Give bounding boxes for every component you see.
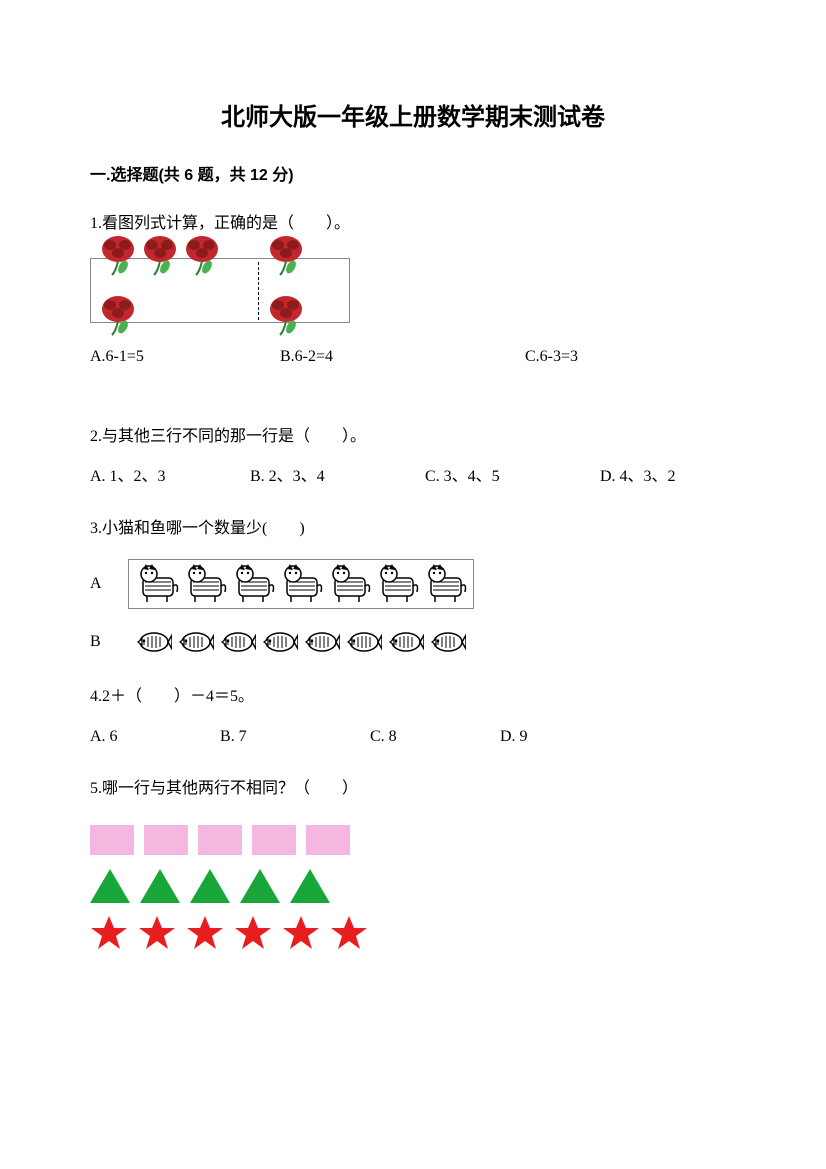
fish-icon — [134, 627, 172, 657]
q4-opt-a: A. 6 — [90, 721, 220, 753]
q2-opt-d: D. 4、3、2 — [600, 461, 676, 493]
fish-icon — [344, 627, 382, 657]
rect-icon — [306, 825, 350, 855]
triangle-icon — [90, 869, 130, 903]
fish-icon — [218, 627, 256, 657]
rect-icon — [198, 825, 242, 855]
question-3: 3.小猫和鱼哪一个数量少( ) A B — [90, 513, 736, 661]
q4-opt-b: B. 7 — [220, 721, 370, 753]
cat-icon — [183, 564, 227, 604]
q3-row-a: A — [90, 559, 736, 609]
rect-icon — [90, 825, 134, 855]
page-title: 北师大版一年级上册数学期末测试卷 — [90, 100, 736, 136]
q2-opt-a: A. 1、2、3 — [90, 461, 250, 493]
triangle-icon — [240, 869, 280, 903]
question-2: 2.与其他三行不同的那一行是（ ）。 A. 1、2、3 B. 2、3、4 C. … — [90, 421, 736, 493]
question-5: 5.哪一行与其他两行不相同？（ ） — [90, 773, 736, 951]
star-icon — [282, 914, 320, 950]
flower-icon — [97, 231, 139, 279]
rect-icon — [252, 825, 296, 855]
q4-text: 4.2＋（ ）－4＝5。 — [90, 681, 736, 713]
q2-opt-c: C. 3、4、5 — [425, 461, 600, 493]
shape-row-triangles — [90, 867, 370, 905]
rect-icon — [144, 825, 188, 855]
q4-opt-c: C. 8 — [370, 721, 500, 753]
shape-row-rects — [90, 821, 370, 859]
star-icon — [138, 914, 176, 950]
q4-options: A. 6 B. 7 C. 8 D. 9 — [90, 721, 736, 753]
q5-text: 5.哪一行与其他两行不相同？（ ） — [90, 773, 736, 805]
flower-icon — [139, 231, 181, 279]
q4-opt-d: D. 9 — [500, 721, 528, 753]
fish-icon — [386, 627, 424, 657]
star-icon — [330, 914, 368, 950]
flower-icon — [265, 291, 307, 339]
q2-opt-b: B. 2、3、4 — [250, 461, 425, 493]
fish-icon — [260, 627, 298, 657]
triangle-icon — [140, 869, 180, 903]
flower-icon — [97, 291, 139, 339]
cat-icon — [327, 564, 371, 604]
star-icon — [234, 914, 272, 950]
star-icon — [186, 914, 224, 950]
q3-text: 3.小猫和鱼哪一个数量少( ) — [90, 513, 736, 545]
cat-icon — [375, 564, 419, 604]
cat-icon — [423, 564, 467, 604]
q5-shapes-figure — [90, 821, 370, 951]
question-1: 1.看图列式计算，正确的是（ ）。 A.6-1=5 B.6-2=4 C.6-3=… — [90, 208, 736, 373]
triangle-icon — [290, 869, 330, 903]
fish-icon — [302, 627, 340, 657]
fish-icon — [176, 627, 214, 657]
q3-label-b: B — [90, 626, 110, 658]
q1-flowers-figure — [90, 258, 350, 323]
triangle-icon — [190, 869, 230, 903]
fish-figure — [128, 623, 472, 661]
cats-figure — [128, 559, 474, 609]
flower-icon — [181, 231, 223, 279]
cat-icon — [135, 564, 179, 604]
divider-icon — [258, 262, 259, 320]
cat-icon — [279, 564, 323, 604]
section-header: 一.选择题(共 6 题，共 12 分) — [90, 164, 736, 188]
fish-icon — [428, 627, 466, 657]
q2-options: A. 1、2、3 B. 2、3、4 C. 3、4、5 D. 4、3、2 — [90, 461, 736, 493]
star-icon — [90, 914, 128, 950]
question-4: 4.2＋（ ）－4＝5。 A. 6 B. 7 C. 8 D. 9 — [90, 681, 736, 753]
q1-opt-c: C.6-3=3 — [525, 341, 578, 373]
q3-row-b: B — [90, 623, 736, 661]
shape-row-stars — [90, 913, 370, 951]
cat-icon — [231, 564, 275, 604]
flower-icon — [265, 231, 307, 279]
q2-text: 2.与其他三行不同的那一行是（ ）。 — [90, 421, 736, 453]
q3-label-a: A — [90, 568, 110, 600]
